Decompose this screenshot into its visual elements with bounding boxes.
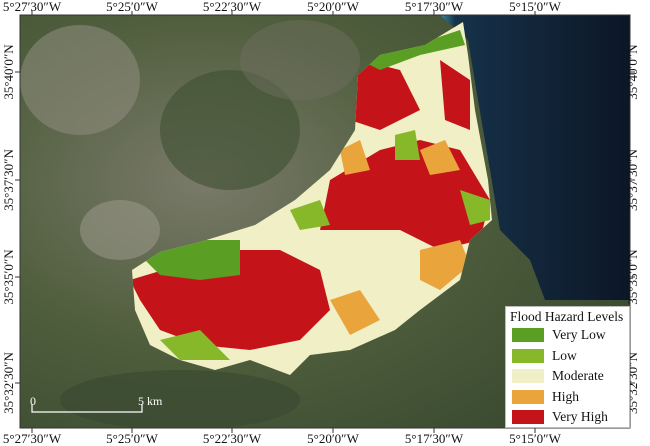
legend-label: High [552, 388, 579, 404]
legend-label: Very High [552, 409, 608, 425]
left-tick-label: 35°37′30″N [1, 148, 16, 210]
left-tick-label: 35°35′0″N [1, 249, 16, 305]
legend-item: Very Low [510, 325, 625, 346]
legend-item: Moderate [510, 366, 625, 387]
legend-item: Low [510, 346, 625, 367]
scale-bar-end: 5 km [138, 394, 163, 408]
bottom-tick-label: 5°15′0″W [509, 431, 561, 446]
legend-swatch [512, 389, 544, 404]
top-tick-label: 5°25′0″W [106, 0, 158, 14]
top-tick-label: 5°17′30″W [405, 0, 464, 14]
legend-item: Very High [510, 407, 625, 428]
legend-label: Moderate [552, 368, 604, 384]
right-tick-label: 35°35′0″N [625, 249, 640, 305]
legend-swatch [512, 410, 544, 425]
left-tick-label: 35°32′30″N [1, 351, 16, 413]
legend-item: High [510, 387, 625, 408]
legend: Flood Hazard Levels Very Low Low Moderate H… [505, 306, 630, 428]
legend-swatch [512, 348, 544, 363]
bottom-tick-label: 5°17′30″W [405, 431, 464, 446]
top-tick-label: 5°27′30″W [3, 0, 62, 14]
scale-bar-start: 0 [30, 394, 36, 408]
legend-swatch [512, 369, 544, 384]
bottom-tick-label: 5°27′30″W [3, 431, 62, 446]
legend-label: Very Low [552, 327, 606, 343]
top-tick-label: 5°20′0″W [307, 0, 359, 14]
left-tick-label: 35°40′0″N [1, 44, 16, 100]
right-tick-label: 35°37′30″N [625, 148, 640, 210]
legend-label: Low [552, 347, 577, 363]
legend-swatch [512, 328, 544, 343]
bottom-tick-label: 5°22′30″W [203, 431, 262, 446]
sea [440, 15, 630, 300]
bottom-tick-label: 5°20′0″W [307, 431, 359, 446]
right-tick-label: 35°40′0″N [625, 44, 640, 100]
legend-title: Flood Hazard Levels [510, 309, 624, 324]
map-frame [19, 14, 631, 429]
top-tick-label: 5°22′30″W [203, 0, 262, 14]
bottom-tick-label: 5°25′0″W [106, 431, 158, 446]
satellite-basemap [20, 15, 630, 428]
top-tick-label: 5°15′0″W [509, 0, 561, 14]
